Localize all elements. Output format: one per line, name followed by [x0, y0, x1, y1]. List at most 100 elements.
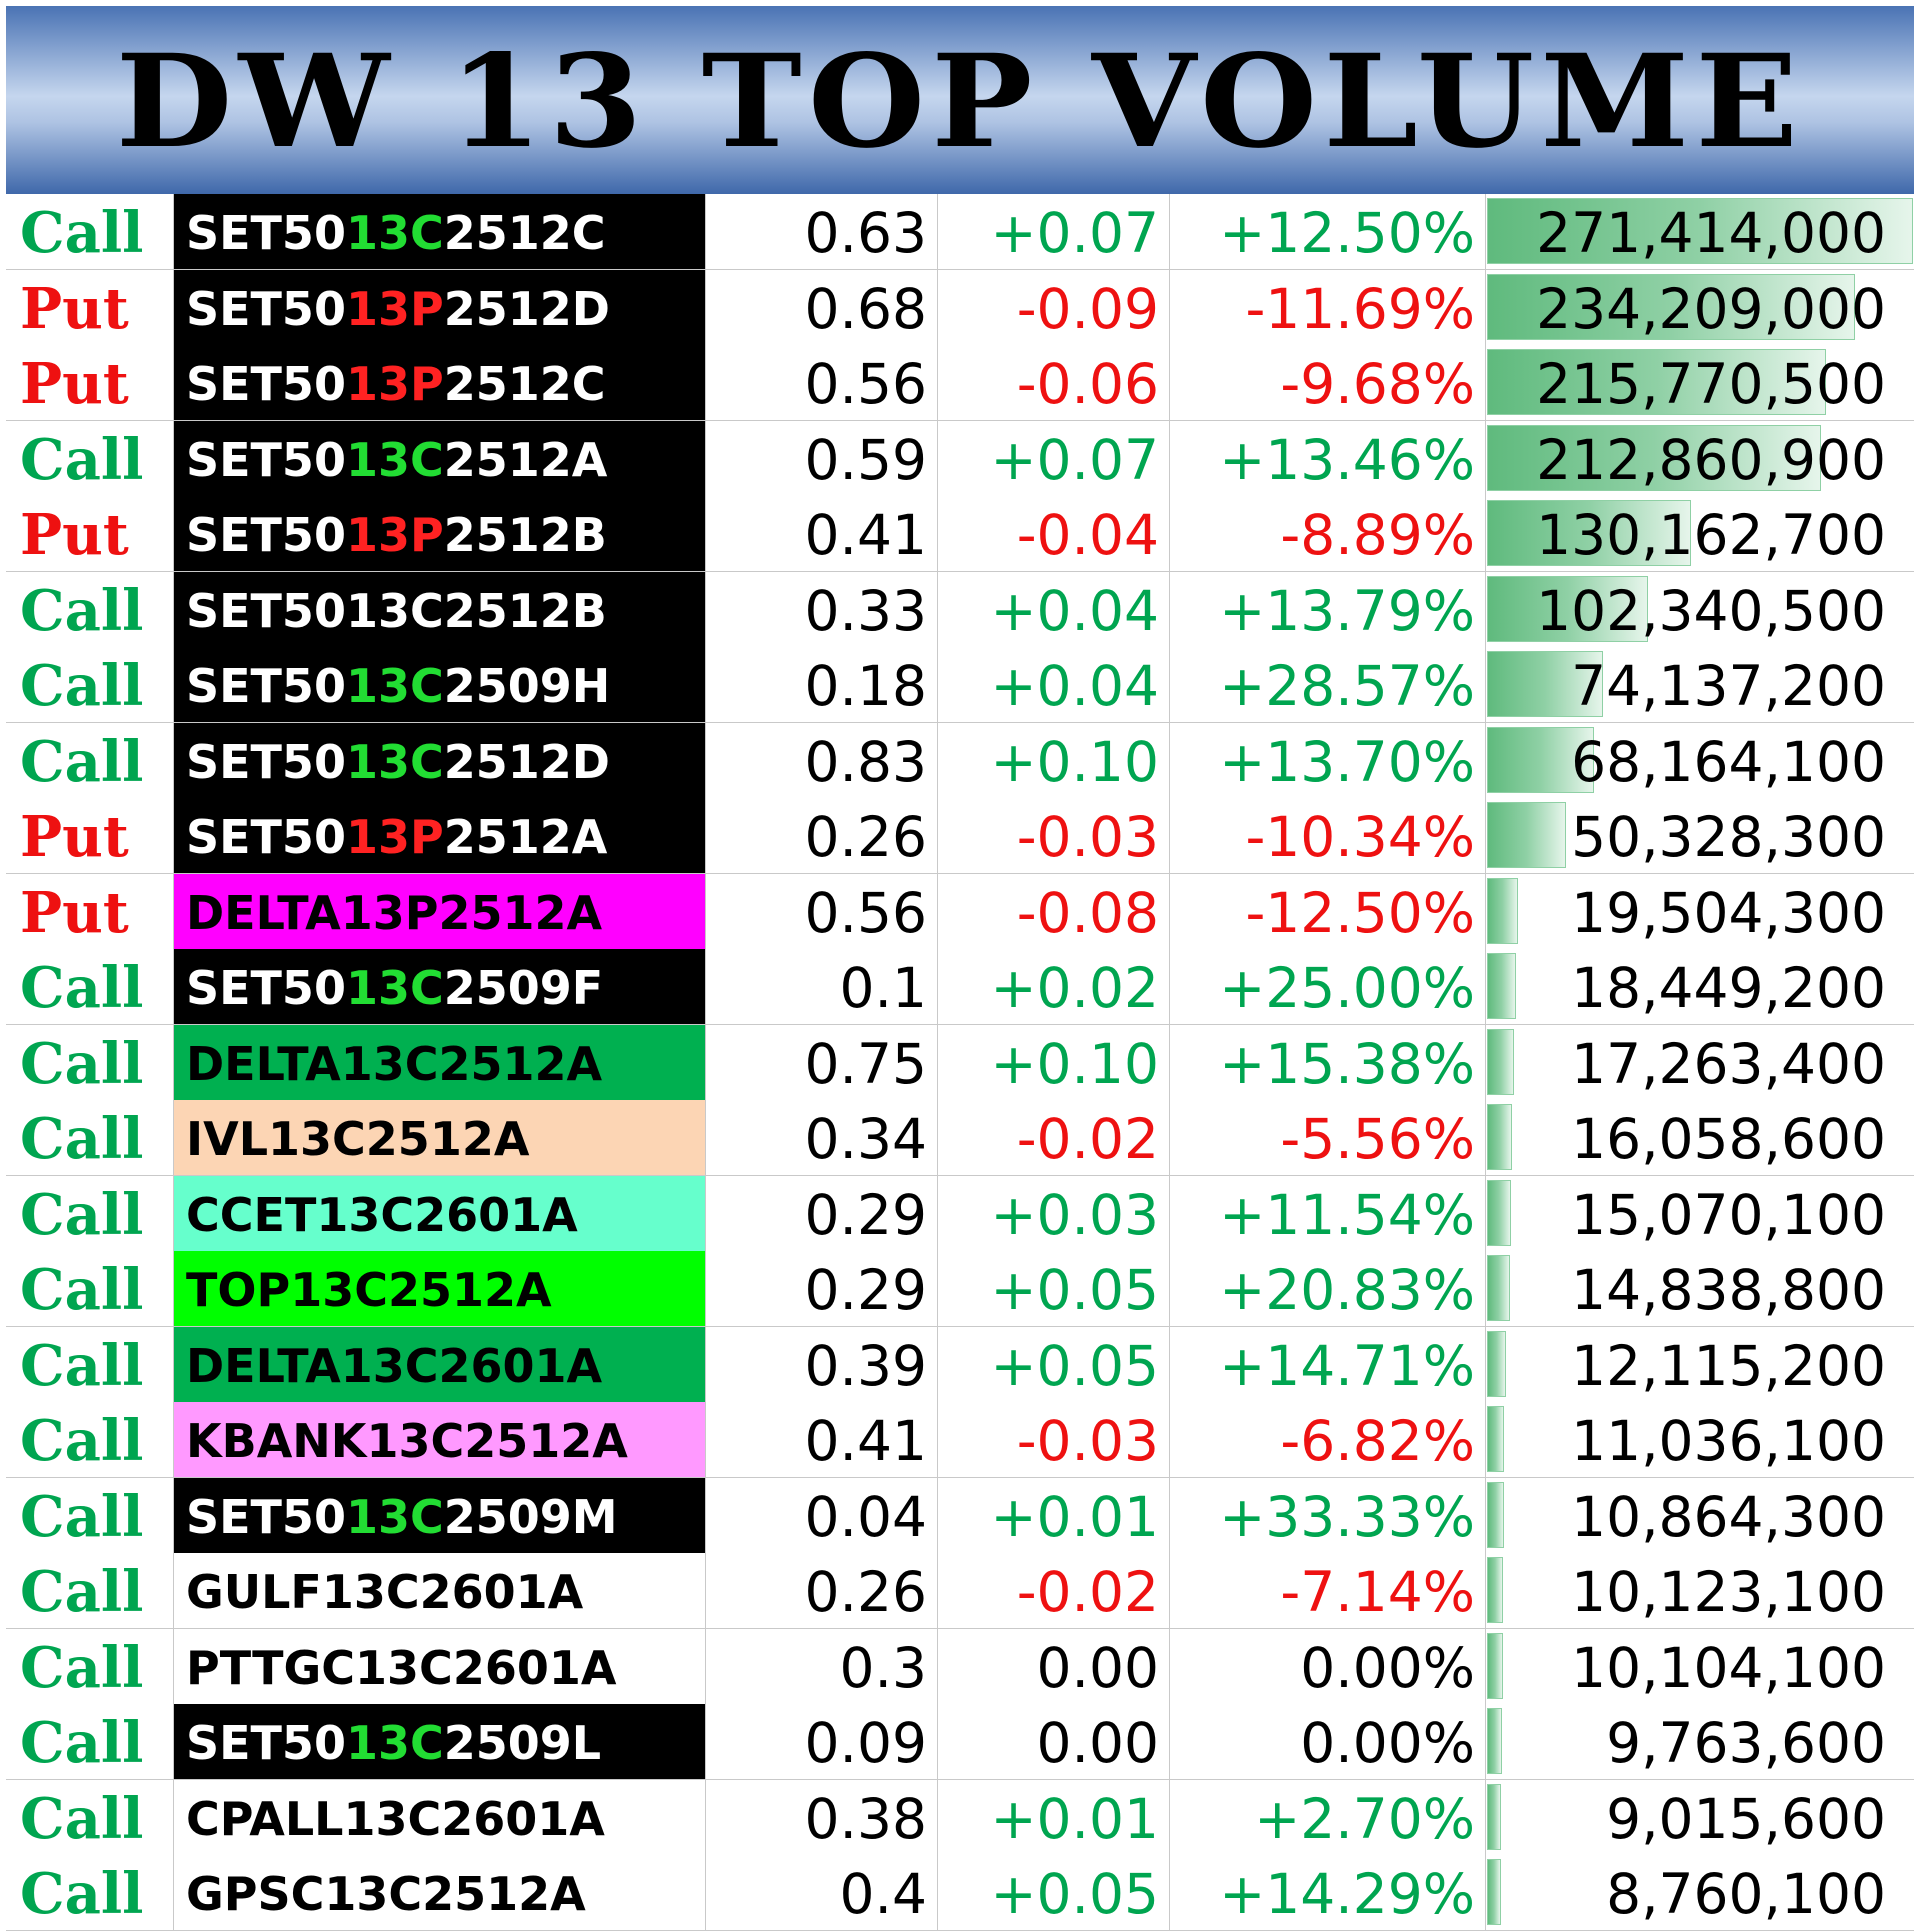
table-row[interactable]: Call CPALL13C2601A 0.38 +0.01 +2.70% 9,015,60… — [6, 1780, 1914, 1856]
ticker-prefix: SET50 — [186, 735, 346, 789]
price-change: +0.01 — [990, 1485, 1159, 1549]
price-change: -0.03 — [1016, 1409, 1159, 1473]
table-row[interactable]: Call CCET13C2601A 0.29 +0.03 +11.54% 15,070,1… — [6, 1176, 1914, 1252]
table-row[interactable]: Call PTTGC13C2601A 0.3 0.00 0.00% 10,104,100 — [6, 1629, 1914, 1705]
ticker-name: GULF13C2601A — [186, 1553, 583, 1628]
last-price: 0.26 — [804, 805, 927, 869]
ticker-prefix: TOP13C2512A — [186, 1263, 552, 1317]
table-row[interactable]: Call TOP13C2512A 0.29 +0.05 +20.83% 14,838,80… — [6, 1251, 1914, 1327]
ticker-name: IVL13C2512A — [186, 1100, 529, 1175]
percent-change: +13.46% — [1219, 428, 1475, 492]
call-label: Call — [20, 1484, 144, 1550]
ticker-prefix: SET50 — [186, 659, 346, 713]
call-label: Call — [20, 653, 144, 719]
volume-value: 15,070,100 — [1571, 1183, 1886, 1247]
volume-databar — [1487, 1482, 1504, 1548]
percent-change: +20.83% — [1219, 1258, 1475, 1322]
change-cell: +0.07 — [938, 194, 1170, 269]
table-row[interactable]: Call SET5013C2509M 0.04 +0.01 +33.33% 10,864,… — [6, 1478, 1914, 1554]
call-label: Call — [20, 200, 144, 266]
ticker-prefix: SET50 — [186, 1716, 346, 1770]
volume-databar — [1487, 1029, 1514, 1095]
ticker-name: SET5013C2509H — [186, 647, 610, 722]
table-row[interactable]: Call IVL13C2512A 0.34 -0.02 -5.56% 16,058,600 — [6, 1100, 1914, 1176]
ticker-cell: SET5013P2512B — [174, 496, 706, 571]
percent-change: +2.70% — [1254, 1787, 1475, 1851]
volume-databar — [1487, 953, 1516, 1019]
percent-change-cell: +25.00% — [1170, 949, 1486, 1024]
put-label: Put — [20, 502, 129, 568]
table-row[interactable]: Call SET5013C2509H 0.18 +0.04 +28.57% 74,137,… — [6, 647, 1914, 723]
ticker-name: SET5013P2512D — [186, 270, 610, 345]
price-cell: 0.33 — [706, 572, 938, 647]
change-cell: +0.04 — [938, 647, 1170, 722]
price-change: +0.05 — [990, 1334, 1159, 1398]
percent-change-cell: -9.68% — [1170, 345, 1486, 420]
price-change: -0.03 — [1016, 805, 1159, 869]
ticker-series: 13C — [345, 433, 444, 487]
table-row[interactable]: Call SET5013C2512C 0.63 +0.07 +12.50% 271,414… — [6, 194, 1914, 270]
page-title: DW 13 TOP VOLUME — [115, 27, 1805, 177]
ticker-prefix: DELTA13C2601A — [186, 1339, 603, 1393]
price-cell: 0.34 — [706, 1100, 938, 1175]
last-price: 0.56 — [804, 352, 927, 416]
table-row[interactable]: Put SET5013P2512C 0.56 -0.06 -9.68% 215,770,5… — [6, 345, 1914, 421]
ticker-name: SET5013C2512D — [186, 723, 610, 798]
ticker-series: 13C — [345, 1716, 444, 1770]
table-row[interactable]: Call SET5013C2509F 0.1 +0.02 +25.00% 18,449,2… — [6, 949, 1914, 1025]
percent-change-cell: +15.38% — [1170, 1025, 1486, 1100]
volume-cell: 8,760,100 — [1486, 1855, 1914, 1930]
price-change: 0.00 — [1036, 1636, 1159, 1700]
percent-change-cell: -7.14% — [1170, 1553, 1486, 1628]
change-cell: -0.02 — [938, 1100, 1170, 1175]
last-price: 0.29 — [804, 1183, 927, 1247]
table-row[interactable]: Put DELTA13P2512A 0.56 -0.08 -12.50% 19,504,3… — [6, 874, 1914, 950]
table-row[interactable]: Put SET5013P2512B 0.41 -0.04 -8.89% 130,162,7… — [6, 496, 1914, 572]
table-row[interactable]: Put SET5013P2512D 0.68 -0.09 -11.69% 234,209,… — [6, 270, 1914, 346]
price-cell: 0.56 — [706, 874, 938, 949]
last-price: 0.41 — [804, 1409, 927, 1473]
volume-databar — [1487, 651, 1603, 717]
price-cell: 0.3 — [706, 1629, 938, 1704]
volume-value: 74,137,200 — [1571, 654, 1886, 718]
price-cell: 0.1 — [706, 949, 938, 1024]
ticker-name: KBANK13C2512A — [186, 1402, 628, 1477]
last-price: 0.59 — [804, 428, 927, 492]
table-row[interactable]: Call DELTA13C2601A 0.39 +0.05 +14.71% 12,115,… — [6, 1327, 1914, 1403]
percent-change: +14.29% — [1219, 1862, 1475, 1926]
ticker-suffix: 2509H — [443, 659, 611, 713]
table-row[interactable]: Put SET5013P2512A 0.26 -0.03 -10.34% 50,328,3… — [6, 798, 1914, 874]
table-row[interactable]: Call SET5013C2509L 0.09 0.00 0.00% 9,763,600 — [6, 1704, 1914, 1780]
price-change: -0.02 — [1016, 1107, 1159, 1171]
table-row[interactable]: Call SET5013C2512D 0.83 +0.10 +13.70% 68,164,… — [6, 723, 1914, 799]
volume-cell: 130,162,700 — [1486, 496, 1914, 571]
ticker-prefix: SET50 — [186, 1490, 346, 1544]
ticker-cell: GPSC13C2512A — [174, 1855, 706, 1930]
ticker-cell: SET5013C2509H — [174, 647, 706, 722]
table-row[interactable]: Call GPSC13C2512A 0.4 +0.05 +14.29% 8,760,100 — [6, 1855, 1914, 1931]
table-row[interactable]: Call DELTA13C2512A 0.75 +0.10 +15.38% 17,263,… — [6, 1025, 1914, 1101]
last-price: 0.09 — [804, 1711, 927, 1775]
volume-value: 16,058,600 — [1571, 1107, 1886, 1171]
table-row[interactable]: Call KBANK13C2512A 0.41 -0.03 -6.82% 11,036,1… — [6, 1402, 1914, 1478]
percent-change-cell: -6.82% — [1170, 1402, 1486, 1477]
table-row[interactable]: Call SET5013C2512A 0.59 +0.07 +13.46% 212,860… — [6, 421, 1914, 497]
ticker-suffix: 2512A — [443, 433, 608, 487]
last-price: 0.38 — [804, 1787, 927, 1851]
ticker-cell: SET5013C2509L — [174, 1704, 706, 1779]
percent-change: +13.79% — [1219, 579, 1475, 643]
ticker-prefix: DELTA13C2512A — [186, 1037, 603, 1091]
volume-databar — [1487, 576, 1648, 642]
table-row[interactable]: Call GULF13C2601A 0.26 -0.02 -7.14% 10,123,10… — [6, 1553, 1914, 1629]
call-label: Call — [20, 1182, 144, 1248]
last-price: 0.33 — [804, 579, 927, 643]
price-cell: 0.26 — [706, 1553, 938, 1628]
volume-databar — [1487, 425, 1821, 491]
header-banner: DW 13 TOP VOLUME — [6, 6, 1914, 194]
call-label: Call — [20, 1333, 144, 1399]
ticker-prefix: SET50 — [186, 961, 346, 1015]
volume-databar — [1487, 1557, 1503, 1623]
ticker-suffix: 2512B — [443, 508, 607, 562]
percent-change: +15.38% — [1219, 1032, 1475, 1096]
table-row[interactable]: Call SET5013C2512B 0.33 +0.04 +13.79% 102,340… — [6, 572, 1914, 648]
